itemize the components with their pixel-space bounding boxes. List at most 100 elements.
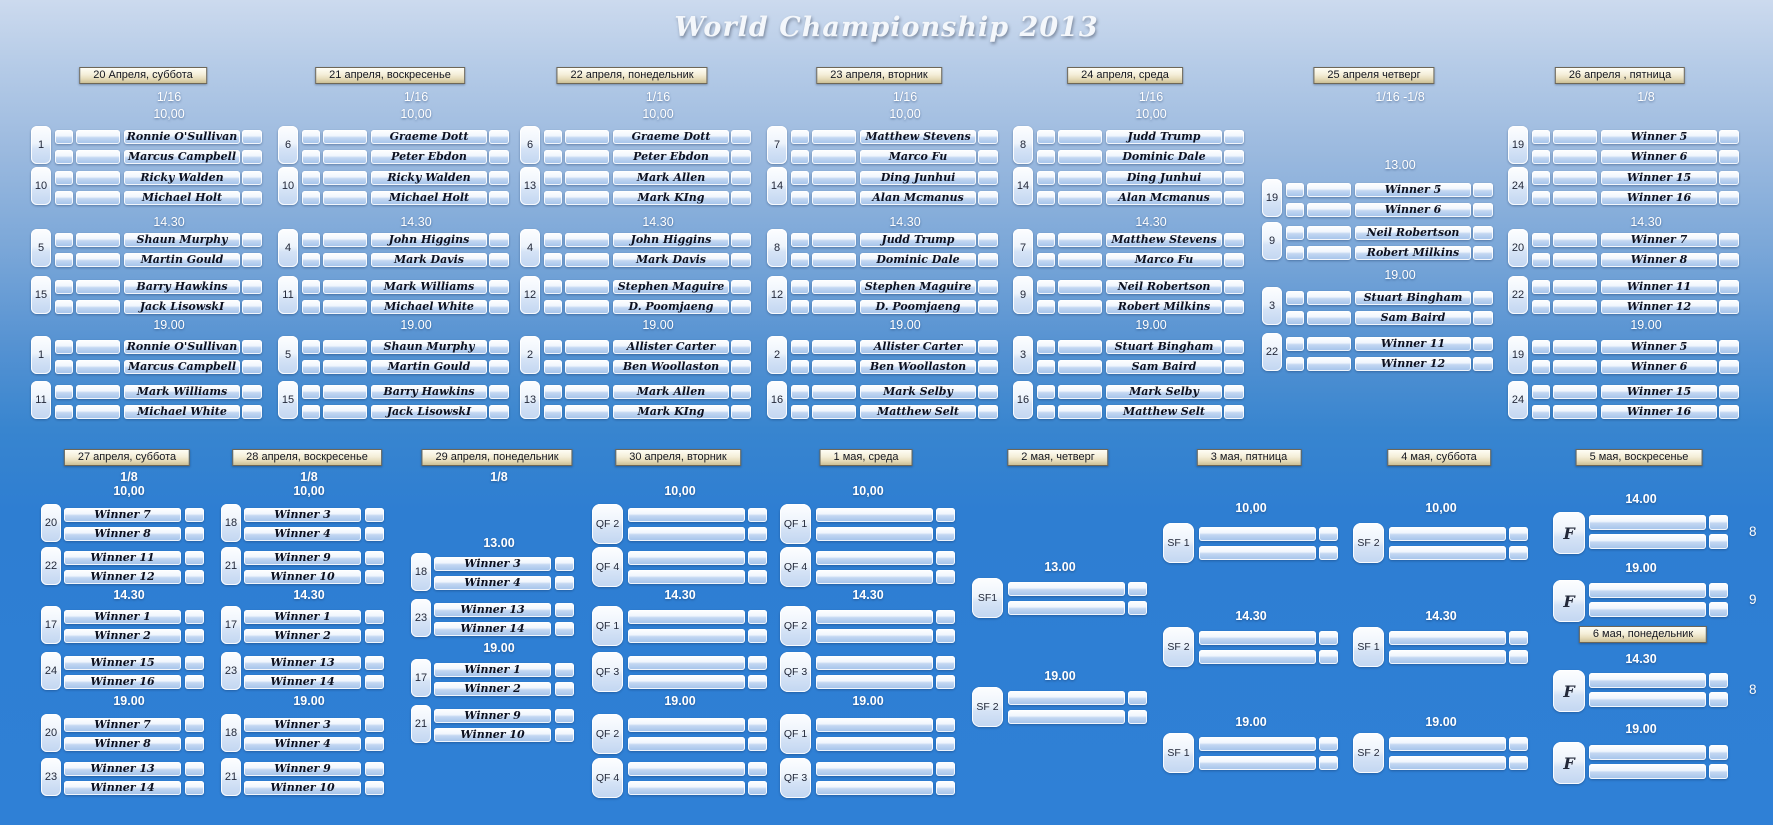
score-box[interactable] — [565, 280, 609, 294]
match-seed[interactable]: QF 1 — [592, 606, 623, 646]
score-box[interactable] — [978, 150, 998, 164]
match-seed[interactable]: 7 — [1013, 229, 1033, 267]
player-name-bar[interactable]: Marcus Campbell — [124, 360, 240, 374]
score-box[interactable] — [1473, 337, 1493, 351]
player-name-bar[interactable] — [1589, 692, 1706, 707]
player-name-bar[interactable] — [1389, 650, 1506, 664]
score-box[interactable] — [1532, 360, 1550, 374]
score-box[interactable] — [323, 191, 367, 205]
match-seed[interactable]: 8 — [767, 229, 787, 267]
player-name-bar[interactable]: Matthew Stevens — [860, 130, 976, 144]
score-box[interactable] — [1224, 405, 1244, 419]
score-box[interactable] — [555, 728, 574, 742]
match-seed[interactable]: 11 — [31, 381, 51, 419]
score-box[interactable] — [1719, 385, 1739, 399]
match-seed[interactable]: 10 — [278, 167, 298, 205]
score-box[interactable] — [1037, 385, 1055, 399]
player-name-bar[interactable]: Allister Carter — [613, 340, 729, 354]
score-box[interactable] — [812, 253, 856, 267]
score-box[interactable] — [1719, 253, 1739, 267]
player-name-bar[interactable]: Ben Woollaston — [860, 360, 976, 374]
score-box[interactable] — [1553, 405, 1597, 419]
score-box[interactable] — [185, 508, 204, 522]
score-box[interactable] — [1709, 745, 1728, 760]
match-seed[interactable]: 24 — [1508, 167, 1528, 205]
score-box[interactable] — [1719, 150, 1739, 164]
match-seed[interactable]: 5 — [278, 336, 298, 374]
player-name-bar[interactable] — [628, 610, 745, 624]
score-box[interactable] — [242, 340, 262, 354]
match-seed[interactable]: 16 — [1013, 381, 1033, 419]
score-box[interactable] — [185, 718, 204, 732]
player-name-bar[interactable]: Robert Milkins — [1106, 300, 1222, 314]
score-box[interactable] — [55, 300, 73, 314]
score-box[interactable] — [1128, 691, 1147, 705]
score-box[interactable] — [978, 385, 998, 399]
player-name-bar[interactable] — [1589, 583, 1706, 598]
match-seed[interactable]: SF1 — [972, 578, 1003, 618]
score-box[interactable] — [1058, 360, 1102, 374]
score-box[interactable] — [1128, 582, 1147, 596]
player-name-bar[interactable]: Michael White — [124, 405, 240, 419]
score-box[interactable] — [1719, 360, 1739, 374]
score-box[interactable] — [791, 340, 809, 354]
score-box[interactable] — [76, 360, 120, 374]
match-seed[interactable]: 22 — [1508, 276, 1528, 314]
score-box[interactable] — [1058, 130, 1102, 144]
score-box[interactable] — [365, 675, 384, 689]
match-seed[interactable]: F — [1553, 512, 1585, 554]
score-box[interactable] — [76, 253, 120, 267]
score-box[interactable] — [555, 603, 574, 617]
score-box[interactable] — [1509, 737, 1528, 751]
score-box[interactable] — [936, 737, 955, 751]
match-seed[interactable]: 1 — [31, 336, 51, 374]
match-seed[interactable]: 11 — [278, 276, 298, 314]
player-name-bar[interactable]: Winner 14 — [244, 675, 361, 689]
score-box[interactable] — [1509, 631, 1528, 645]
score-box[interactable] — [555, 576, 574, 590]
score-box[interactable] — [791, 130, 809, 144]
score-box[interactable] — [1037, 253, 1055, 267]
score-box[interactable] — [365, 781, 384, 795]
player-name-bar[interactable]: Winner 8 — [64, 527, 181, 541]
score-box[interactable] — [812, 233, 856, 247]
score-box[interactable] — [748, 737, 767, 751]
match-seed[interactable]: 18 — [221, 504, 241, 542]
score-box[interactable] — [1473, 357, 1493, 371]
score-box[interactable] — [55, 130, 73, 144]
match-seed[interactable]: QF 4 — [592, 547, 623, 587]
score-box[interactable] — [55, 171, 73, 185]
player-name-bar[interactable] — [1008, 691, 1125, 705]
score-box[interactable] — [1532, 385, 1550, 399]
score-box[interactable] — [1307, 337, 1351, 351]
player-name-bar[interactable]: Winner 11 — [1355, 337, 1471, 351]
score-box[interactable] — [791, 300, 809, 314]
score-box[interactable] — [1058, 300, 1102, 314]
score-box[interactable] — [748, 675, 767, 689]
player-name-bar[interactable] — [1589, 515, 1706, 530]
match-seed[interactable]: QF 3 — [592, 652, 623, 692]
score-box[interactable] — [1532, 253, 1550, 267]
score-box[interactable] — [1307, 203, 1351, 217]
score-box[interactable] — [748, 762, 767, 776]
score-box[interactable] — [1319, 650, 1338, 664]
score-box[interactable] — [1058, 340, 1102, 354]
player-name-bar[interactable] — [816, 508, 933, 522]
player-name-bar[interactable]: Winner 5 — [1601, 130, 1717, 144]
score-box[interactable] — [76, 405, 120, 419]
score-box[interactable] — [812, 300, 856, 314]
match-seed[interactable]: 20 — [41, 504, 61, 542]
score-box[interactable] — [978, 253, 998, 267]
score-box[interactable] — [1319, 756, 1338, 770]
score-box[interactable] — [242, 253, 262, 267]
player-name-bar[interactable]: Alan Mcmanus — [860, 191, 976, 205]
score-box[interactable] — [489, 405, 509, 419]
score-box[interactable] — [489, 191, 509, 205]
score-box[interactable] — [55, 233, 73, 247]
score-box[interactable] — [544, 360, 562, 374]
player-name-bar[interactable]: Matthew Selt — [1106, 405, 1222, 419]
date-header[interactable]: 5 мая, воскресенье — [1575, 449, 1703, 466]
player-name-bar[interactable]: Ricky Walden — [371, 171, 487, 185]
player-name-bar[interactable] — [816, 570, 933, 584]
score-box[interactable] — [544, 300, 562, 314]
